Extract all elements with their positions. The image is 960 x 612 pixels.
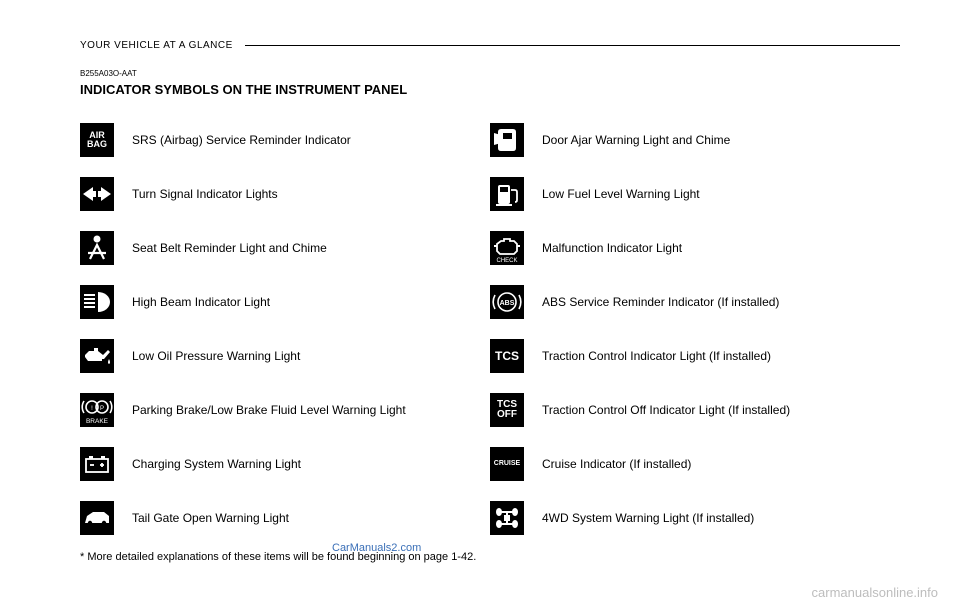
seatbelt-icon <box>80 231 114 265</box>
abs-desc: ABS Service Reminder Indicator (If insta… <box>542 294 779 311</box>
row-tailgate: Tail Gate Open Warning Light <box>80 491 490 545</box>
tailgate-desc: Tail Gate Open Warning Light <box>132 510 289 527</box>
row-turn-signal: Turn Signal Indicator Lights <box>80 167 490 221</box>
door-ajar-icon <box>490 123 524 157</box>
row-tcs: TCS Traction Control Indicator Light (If… <box>490 329 900 383</box>
watermark-carmanualsonline: carmanualsonline.info <box>812 585 938 600</box>
4wd-icon <box>490 501 524 535</box>
turn-signal-icon <box>80 177 114 211</box>
tailgate-icon <box>80 501 114 535</box>
abs-icon: ABS <box>490 285 524 319</box>
row-seatbelt: Seat Belt Reminder Light and Chime <box>80 221 490 275</box>
seatbelt-desc: Seat Belt Reminder Light and Chime <box>132 240 327 257</box>
oil-icon <box>80 339 114 373</box>
airbag-icon: AIR BAG <box>80 123 114 157</box>
high-beam-icon <box>80 285 114 319</box>
svg-text:BRAKE: BRAKE <box>86 418 109 425</box>
svg-text:!: ! <box>91 406 93 412</box>
brake-desc: Parking Brake/Low Brake Fluid Level Warn… <box>132 402 406 419</box>
tcs-icon-text: TCS <box>495 350 519 363</box>
cruise-icon: CRUISE <box>490 447 524 481</box>
svg-text:ABS: ABS <box>500 300 515 307</box>
row-battery: Charging System Warning Light <box>80 437 490 491</box>
page-title: INDICATOR SYMBOLS ON THE INSTRUMENT PANE… <box>80 82 900 97</box>
row-high-beam: High Beam Indicator Light <box>80 275 490 329</box>
turn-signal-desc: Turn Signal Indicator Lights <box>132 186 278 203</box>
row-oil: Low Oil Pressure Warning Light <box>80 329 490 383</box>
fuel-icon <box>490 177 524 211</box>
4wd-desc: 4WD System Warning Light (If installed) <box>542 510 754 527</box>
airbag-desc: SRS (Airbag) Service Reminder Indicator <box>132 132 351 149</box>
row-airbag: AIR BAG SRS (Airbag) Service Reminder In… <box>80 113 490 167</box>
indicator-grid: AIR BAG SRS (Airbag) Service Reminder In… <box>80 113 900 545</box>
check-engine-desc: Malfunction Indicator Light <box>542 240 682 257</box>
svg-text:CHECK: CHECK <box>496 258 517 264</box>
tcs-desc: Traction Control Indicator Light (If ins… <box>542 348 771 365</box>
section-label: YOUR VEHICLE AT A GLANCE <box>80 40 233 51</box>
door-ajar-desc: Door Ajar Warning Light and Chime <box>542 132 730 149</box>
cruise-icon-text: CRUISE <box>494 460 520 467</box>
tcs-off-icon-text: TCS OFF <box>497 400 517 421</box>
row-abs: ABS ABS Service Reminder Indicator (If i… <box>490 275 900 329</box>
header-rule <box>245 45 900 46</box>
high-beam-desc: High Beam Indicator Light <box>132 294 270 311</box>
cruise-desc: Cruise Indicator (If installed) <box>542 456 691 473</box>
watermark-carmanuals2: CarManuals2.com <box>332 542 421 554</box>
row-check-engine: CHECK Malfunction Indicator Light <box>490 221 900 275</box>
right-column: Door Ajar Warning Light and Chime Low Fu… <box>490 113 900 545</box>
row-door-ajar: Door Ajar Warning Light and Chime <box>490 113 900 167</box>
row-cruise: CRUISE Cruise Indicator (If installed) <box>490 437 900 491</box>
row-tcs-off: TCS OFF Traction Control Off Indicator L… <box>490 383 900 437</box>
airbag-icon-text: AIR BAG <box>87 131 107 150</box>
section-header: YOUR VEHICLE AT A GLANCE <box>80 40 900 51</box>
tcs-icon: TCS <box>490 339 524 373</box>
oil-desc: Low Oil Pressure Warning Light <box>132 348 300 365</box>
svg-text:P: P <box>100 406 104 412</box>
brake-icon: ! P BRAKE <box>80 393 114 427</box>
tcs-off-desc: Traction Control Off Indicator Light (If… <box>542 402 790 419</box>
footnote: * More detailed explanations of these it… <box>80 551 900 563</box>
check-engine-icon: CHECK <box>490 231 524 265</box>
fuel-desc: Low Fuel Level Warning Light <box>542 186 700 203</box>
doc-code: B255A03O-AAT <box>80 69 900 78</box>
row-4wd: 4WD System Warning Light (If installed) <box>490 491 900 545</box>
battery-desc: Charging System Warning Light <box>132 456 301 473</box>
row-fuel: Low Fuel Level Warning Light <box>490 167 900 221</box>
row-brake: ! P BRAKE Parking Brake/Low Brake Fluid … <box>80 383 490 437</box>
left-column: AIR BAG SRS (Airbag) Service Reminder In… <box>80 113 490 545</box>
tcs-off-icon: TCS OFF <box>490 393 524 427</box>
battery-icon <box>80 447 114 481</box>
